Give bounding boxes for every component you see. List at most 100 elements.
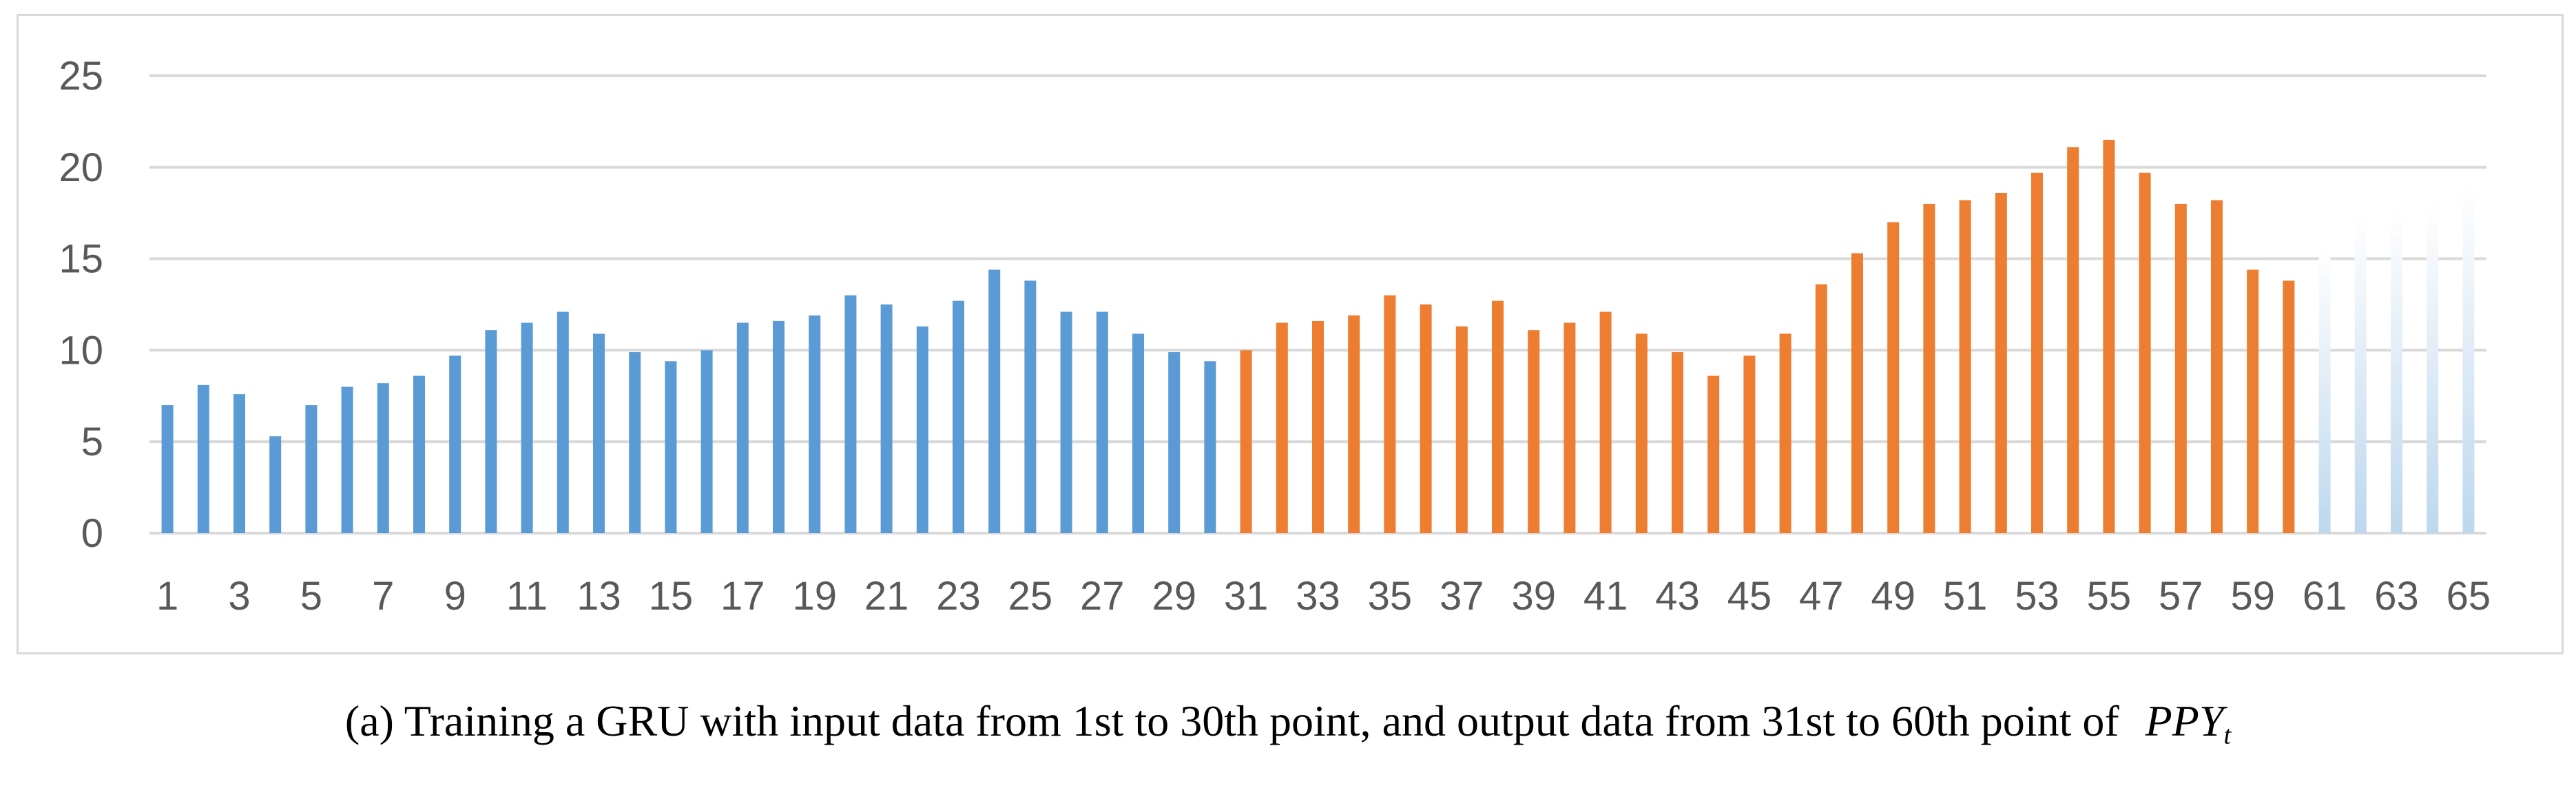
caption-text: (a) Training a GRU with input data from … [344,696,2119,745]
x-tick-label: 3 [228,574,250,619]
x-tick-label: 7 [372,574,394,619]
x-tick-label: 61 [2303,574,2347,619]
bar-12 [557,311,569,533]
formula-main: PPY [2145,696,2224,745]
bar-60 [2283,280,2295,533]
bar-27 [1096,311,1108,533]
x-tick-label: 37 [1440,574,1484,619]
bar-9 [449,355,461,533]
bar-34 [1348,315,1360,533]
y-tick-label: 10 [59,328,103,373]
figure-caption: (a) Training a GRU with input data from … [0,696,2576,751]
bar-16 [700,350,713,533]
bar-36 [1420,304,1432,533]
y-tick-label: 5 [81,419,103,464]
bar-37 [1455,326,1468,533]
bar-24 [988,269,1001,533]
bar-41 [1599,311,1612,533]
x-tick-label: 27 [1080,574,1125,619]
bar-3 [233,394,245,533]
x-tick-label: 1 [156,574,178,619]
bar-65 [2462,183,2475,533]
bar-28 [1132,333,1144,533]
bar-40 [1564,322,1576,533]
x-tick-label: 39 [1511,574,1556,619]
bar-22 [916,326,928,533]
bar-59 [2247,269,2259,533]
bar-14 [629,352,641,533]
x-tick-label: 45 [1727,574,1772,619]
bar-21 [880,304,893,533]
bar-54 [2067,147,2079,534]
bar-8 [413,375,425,533]
x-tick-label: 41 [1583,574,1628,619]
y-tick-label: 20 [59,145,103,190]
y-tick-label: 25 [59,54,103,98]
x-tick-label: 33 [1296,574,1340,619]
bar-30 [1204,361,1216,533]
bar-5 [305,405,318,533]
bar-23 [953,300,964,533]
x-tick-label: 47 [1799,574,1844,619]
x-tick-label: 25 [1008,574,1053,619]
bar-57 [2174,203,2187,533]
bar-20 [844,295,857,533]
bar-19 [809,315,821,533]
gridlines [149,74,2486,535]
bar-39 [1528,330,1540,533]
bar-62 [2354,214,2367,533]
bar-13 [593,333,605,533]
bar-7 [377,383,389,533]
bar-18 [773,320,785,533]
y-axis-ticks: 0 5 10 15 20 25 [59,54,103,556]
bar-45 [1743,355,1756,533]
bar-26 [1060,311,1072,533]
bar-35 [1384,295,1396,533]
y-tick-label: 0 [81,511,103,556]
bar-47 [1815,284,1827,533]
x-tick-label: 51 [1943,574,1988,619]
bar-33 [1312,320,1324,533]
bar-10 [485,330,497,533]
y-tick-label: 15 [59,237,103,282]
x-tick-label: 5 [300,574,322,619]
bar-44 [1707,375,1720,533]
x-tick-label: 11 [506,574,548,619]
bars [161,139,2475,534]
x-tick-label: 17 [720,574,765,619]
bar-2 [197,384,209,533]
bar-29 [1168,352,1181,533]
bar-64 [2427,202,2439,533]
bar-61 [2318,249,2331,533]
bar-15 [665,361,677,533]
bar-51 [1959,200,1971,533]
x-tick-label: 21 [864,574,909,619]
bar-48 [1851,253,1863,533]
bar-1 [161,405,174,533]
bar-42 [1635,333,1648,533]
bar-58 [2211,200,2223,533]
x-tick-label: 29 [1152,574,1196,619]
bar-46 [1779,333,1791,533]
x-tick-label: 15 [649,574,694,619]
x-tick-label: 65 [2447,574,2491,619]
bar-11 [521,322,533,533]
bar-52 [1995,192,2007,533]
bar-17 [736,322,749,533]
x-axis-ticks: 1 3 5 7 9 11 13 15 17 19 21 23 25 27 29 31 33 35 37 39 41 43 4… [156,574,2491,619]
bar-43 [1672,352,1683,533]
bar-31 [1240,350,1252,533]
bar-25 [1024,280,1037,533]
bar-50 [1923,203,1935,533]
x-tick-label: 31 [1224,574,1269,619]
x-tick-label: 13 [577,574,621,619]
x-tick-label: 23 [936,574,981,619]
bar-63 [2391,207,2402,533]
x-tick-label: 43 [1655,574,1700,619]
x-tick-label: 19 [792,574,837,619]
x-tick-label: 35 [1368,574,1413,619]
bar-49 [1887,222,1900,533]
bar-4 [269,436,282,533]
formula-subscript: t [2223,720,2232,750]
